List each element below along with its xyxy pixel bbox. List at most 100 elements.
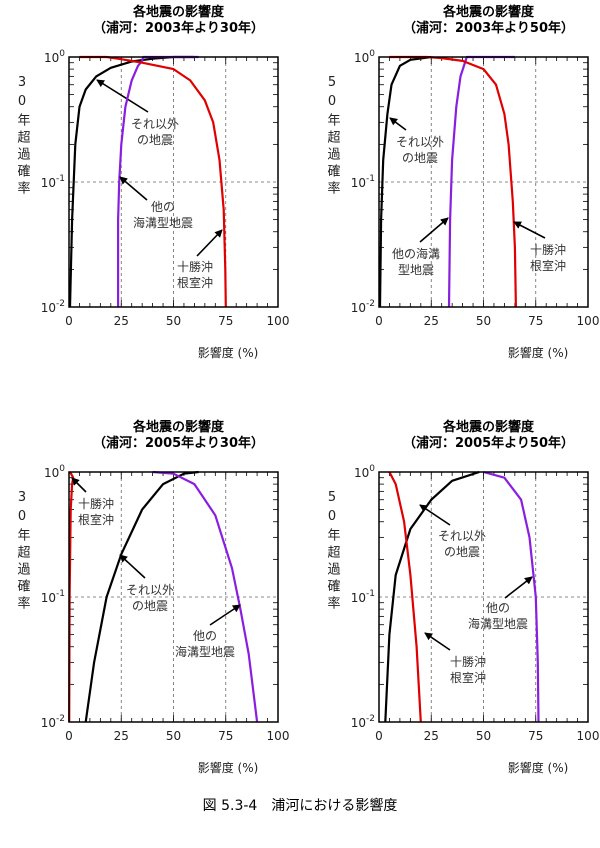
x-axis-label: 影響度 (%)	[198, 760, 259, 775]
x-tick-label: 50	[476, 729, 491, 743]
chart-panel-1: 各地震の影響度（浦河：2003年より30年） それ以外の地震他の海溝型地震十勝沖根…	[15, 4, 290, 360]
x-tick-label: 0	[65, 314, 73, 328]
annotation-arrow	[196, 229, 223, 257]
plot-frame	[68, 471, 279, 723]
series-annotation: 他の海溝	[392, 246, 440, 261]
series-annotation: 十勝沖	[177, 259, 213, 274]
annotation-arrow	[389, 117, 407, 131]
chart-subtitle: （浦河：2003年より30年）	[93, 20, 264, 36]
series-annotation: 他の	[486, 601, 510, 615]
series-annotation: 根室沖	[530, 258, 566, 273]
series-annotation: 十勝沖	[78, 496, 114, 511]
series-line-2	[84, 470, 199, 723]
x-tick-label: 0	[375, 314, 383, 328]
series-line-3	[79, 55, 227, 308]
annotation-arrow	[504, 576, 533, 599]
series-annotation: 海溝型地震	[133, 215, 193, 230]
series-annotation: 海溝型地震	[468, 616, 528, 631]
x-tick-label: 25	[114, 314, 129, 328]
y-tick-label: 100	[354, 464, 375, 480]
x-tick-label: 25	[114, 729, 129, 743]
series-annotation: 型地震	[398, 263, 434, 277]
y-axis-label: 30年超過確率	[15, 75, 31, 198]
y-tick-label: 10-2	[41, 714, 65, 730]
annotation-arrow	[419, 504, 451, 526]
x-tick-label: 75	[528, 314, 543, 328]
x-tick-label: 75	[218, 729, 233, 743]
chart-title: 各地震の影響度	[132, 4, 225, 20]
annotation-arrow	[513, 221, 546, 239]
annotation-arrow	[119, 176, 148, 201]
y-axis-label: 50年超過確率	[325, 490, 341, 613]
series-annotation: 根室沖	[450, 670, 486, 685]
series-line-1	[384, 470, 480, 723]
y-tick-label: 10-1	[41, 174, 65, 190]
series-annotation: 十勝沖	[450, 654, 486, 669]
series-annotation: それ以外	[396, 135, 444, 149]
plot-frame	[68, 56, 279, 308]
chart-subtitle: （浦河：2005年より50年）	[403, 435, 574, 451]
annotation-arrow	[209, 604, 241, 626]
chart-panel-4: 各地震の影響度（浦河：2005年より50年） それ以外の地震他の海溝型地震十勝沖根…	[325, 419, 600, 775]
series-annotation: 根室沖	[78, 512, 114, 527]
series-annotation: 他の	[193, 629, 217, 643]
series-annotation: の地震	[402, 151, 438, 165]
x-tick-label: 100	[267, 729, 290, 743]
x-axis-label: 影響度 (%)	[508, 760, 569, 775]
series-annotation: それ以外	[438, 529, 486, 543]
series-annotation: 他の	[151, 200, 175, 214]
series-annotation: それ以外	[131, 117, 179, 131]
x-tick-label: 100	[267, 314, 290, 328]
x-tick-label: 50	[476, 314, 491, 328]
series-annotation: の地震	[132, 599, 168, 613]
series-line-3	[388, 471, 422, 723]
plot-frame	[378, 471, 589, 723]
y-axis-label: 30年超過確率	[15, 490, 31, 613]
y-tick-label: 10-2	[351, 299, 375, 315]
annotation-arrow	[119, 554, 146, 579]
x-tick-label: 100	[577, 314, 600, 328]
x-tick-label: 50	[166, 729, 181, 743]
series-annotation: 根室沖	[177, 275, 213, 290]
chart-subtitle: （浦河：2003年より50年）	[403, 20, 574, 36]
series-line-2	[483, 470, 540, 723]
y-tick-label: 100	[44, 49, 65, 65]
series-annotation: 十勝沖	[530, 242, 566, 257]
x-tick-label: 75	[218, 314, 233, 328]
x-tick-label: 25	[424, 314, 439, 328]
y-tick-label: 100	[354, 49, 375, 65]
y-tick-label: 10-1	[351, 589, 375, 605]
series-annotation: の地震	[444, 545, 480, 559]
x-tick-label: 50	[166, 314, 181, 328]
y-tick-label: 10-2	[41, 299, 65, 315]
figure-caption: 図 5.3-4 浦河における影響度	[203, 797, 398, 814]
x-tick-label: 100	[577, 729, 600, 743]
x-tick-label: 0	[65, 729, 73, 743]
x-tick-label: 25	[424, 729, 439, 743]
chart-subtitle: （浦河：2005年より30年）	[93, 435, 264, 451]
x-tick-label: 0	[375, 729, 383, 743]
series-line-1	[68, 55, 195, 308]
annotation-arrow	[71, 477, 87, 493]
annotation-arrow	[424, 632, 451, 651]
y-tick-label: 10-1	[41, 589, 65, 605]
chart-title: 各地震の影響度	[132, 419, 225, 435]
series-annotation: 海溝型地震	[175, 644, 235, 659]
y-tick-label: 10-1	[351, 174, 375, 190]
x-axis-label: 影響度 (%)	[198, 345, 259, 360]
y-tick-label: 10-2	[351, 714, 375, 730]
chart-panel-3: 各地震の影響度（浦河：2005年より30年） 十勝沖根室沖それ以外の地震他の海溝型…	[15, 419, 290, 775]
series-line-3	[152, 470, 259, 723]
x-axis-label: 影響度 (%)	[508, 345, 569, 360]
y-axis-label: 50年超過確率	[325, 75, 341, 198]
annotation-arrow	[419, 217, 449, 243]
chart-title: 各地震の影響度	[442, 419, 535, 435]
annotation-arrow	[96, 79, 149, 113]
series-line-2	[117, 55, 199, 307]
series-line-1	[378, 55, 432, 308]
chart-title: 各地震の影響度	[442, 4, 535, 20]
plot-frame	[378, 56, 589, 308]
y-tick-label: 100	[44, 464, 65, 480]
